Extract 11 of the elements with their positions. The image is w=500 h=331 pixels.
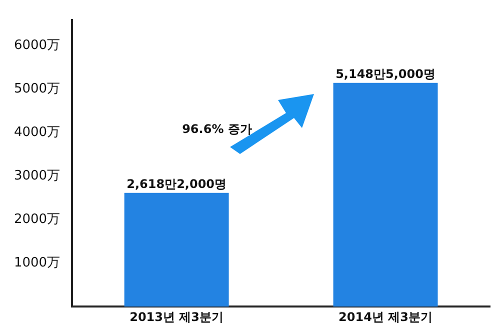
x-tick-label: 2013년 제3분기 (130, 310, 224, 324)
y-tick-label: 4000万 (14, 125, 60, 140)
x-tick-label: 2014년 제3분기 (338, 310, 432, 324)
y-tick-label: 5000万 (14, 82, 60, 97)
y-tick-label: 1000万 (14, 256, 60, 271)
y-tick-label: 3000万 (14, 168, 60, 184)
y-tick-label: 6000万 (14, 38, 60, 54)
y-tick-label: 2000万 (14, 212, 60, 228)
data-label: 5,148만5,000명 (336, 67, 436, 81)
data-label: 2,618만2,000명 (126, 176, 227, 191)
annotation: 96.6% 증가 (182, 122, 252, 136)
